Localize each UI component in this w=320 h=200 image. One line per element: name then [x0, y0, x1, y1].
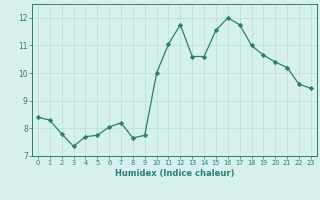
X-axis label: Humidex (Indice chaleur): Humidex (Indice chaleur) — [115, 169, 234, 178]
